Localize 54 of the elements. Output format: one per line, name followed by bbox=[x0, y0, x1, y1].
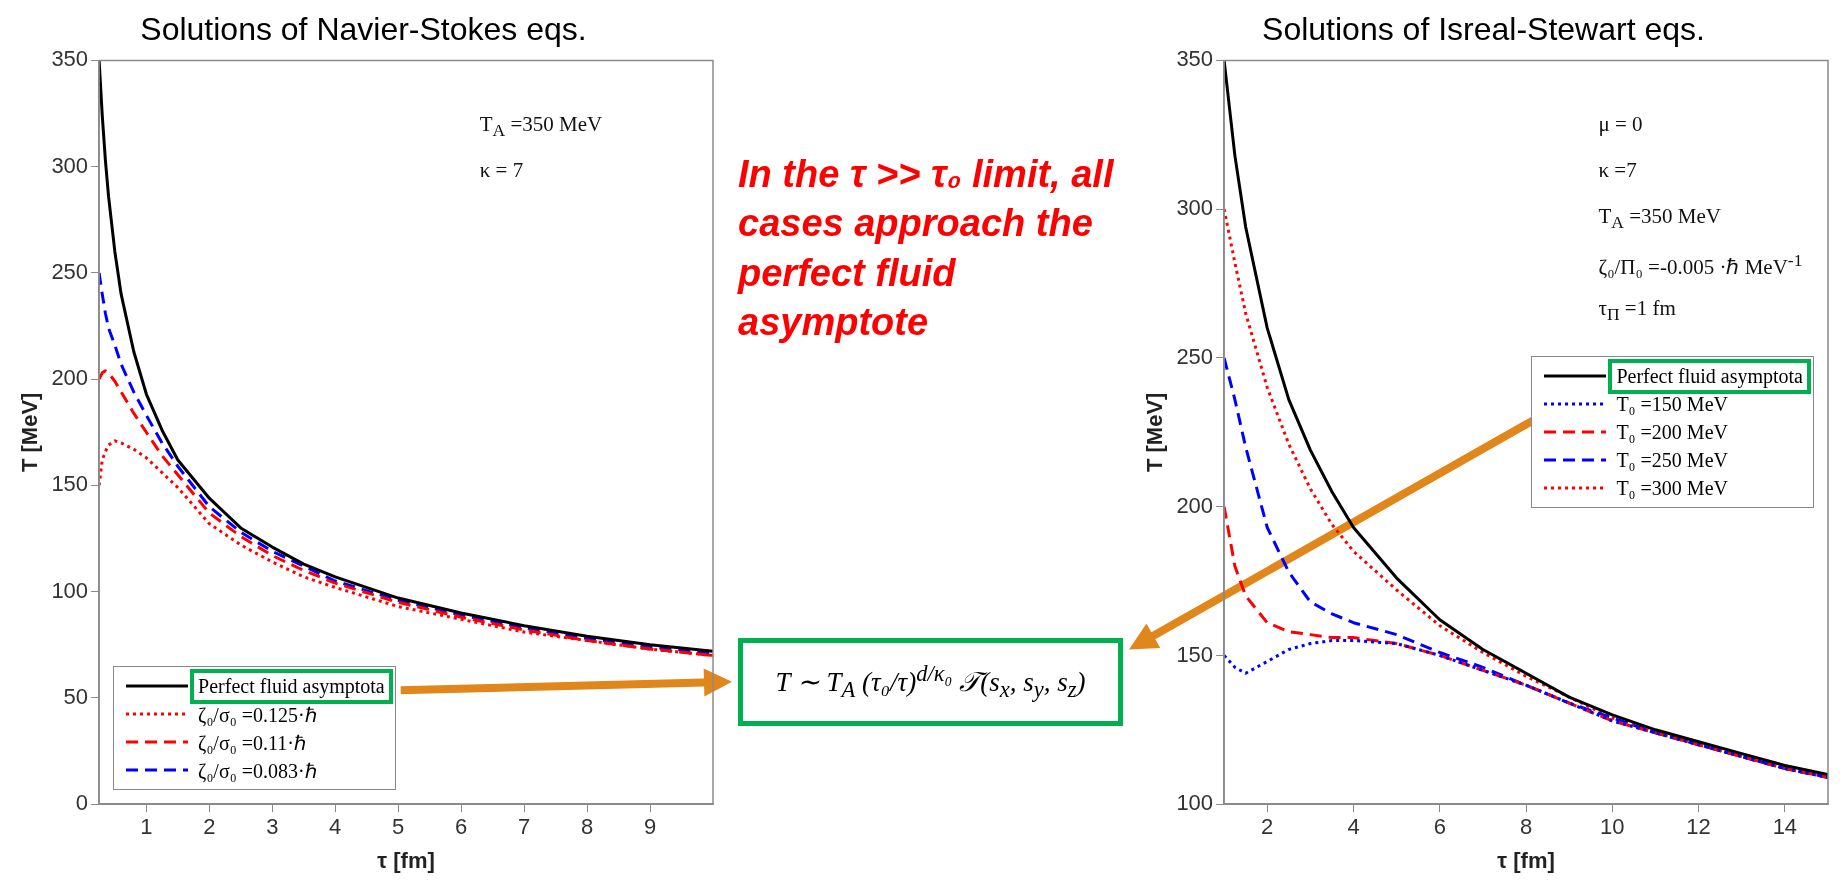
annotation: κ = 7 bbox=[479, 158, 524, 184]
x-tick-label: 14 bbox=[1772, 814, 1798, 840]
x-tick-label: 5 bbox=[392, 814, 405, 840]
annotation: τ$_{Π}$ =1 fm bbox=[1598, 296, 1676, 326]
y-tick-label: 250 bbox=[51, 258, 89, 284]
chart-title: Solutions of Navier-Stokes eqs. bbox=[140, 11, 587, 48]
chart-title: Solutions of Isreal-Stewart eqs. bbox=[1262, 11, 1705, 48]
y-tick-label: 100 bbox=[1176, 790, 1214, 816]
y-tick-label: 350 bbox=[1176, 46, 1214, 72]
y-tick-label: 0 bbox=[75, 790, 89, 816]
legend-label: T₀ =200 MeV bbox=[1616, 420, 1728, 443]
legend-label: ζ₀/σ₀ =0.125·ℏ bbox=[198, 703, 317, 726]
legend-label: T₀ =250 MeV bbox=[1616, 448, 1728, 471]
x-tick-label: 8 bbox=[580, 814, 594, 840]
text: T ∼ T$_{A}$ (τ₀/τ)$^{d/κ₀}$ 𝒯(s$_{x}$, s$_{y}$, s$_{z}$) bbox=[775, 660, 1086, 702]
x-tick-label: 7 bbox=[517, 814, 531, 840]
x-tick-label: 4 bbox=[329, 814, 342, 840]
x-axis-title: τ [fm] bbox=[1497, 847, 1555, 873]
legend-label: T₀ =300 MeV bbox=[1616, 476, 1728, 499]
y-tick-label: 350 bbox=[51, 46, 89, 72]
annotation: ζ₀/Π₀ =-0.005 ·ℏ MeV$^{-1}$ bbox=[1598, 250, 1803, 281]
y-tick-label: 300 bbox=[51, 152, 89, 178]
x-tick-label: 12 bbox=[1686, 814, 1711, 840]
annotation: μ = 0 bbox=[1598, 112, 1643, 138]
legend-label: ζ₀/σ₀ =0.11·ℏ bbox=[198, 731, 306, 754]
y-tick-label: 200 bbox=[1176, 492, 1214, 518]
x-tick-label: 8 bbox=[1519, 814, 1533, 840]
x-tick-label: 10 bbox=[1600, 814, 1625, 840]
x-tick-label: 6 bbox=[455, 814, 468, 840]
x-axis-title: τ [fm] bbox=[377, 847, 435, 873]
legend-label: Perfect fluid asymptota bbox=[198, 674, 385, 697]
x-tick-label: 2 bbox=[203, 814, 216, 840]
y-tick-label: 150 bbox=[1176, 641, 1214, 667]
y-tick-label: 150 bbox=[51, 471, 89, 497]
y-tick-label: 300 bbox=[1176, 195, 1214, 221]
x-tick-label: 4 bbox=[1347, 814, 1360, 840]
x-tick-label: 2 bbox=[1261, 814, 1274, 840]
y-axis-title: T [MeV] bbox=[1142, 392, 1168, 473]
text: In the τ >> τ₀ limit, all cases approach the perfect fluid asymptote bbox=[738, 152, 1115, 346]
annotation: T$_{A}$ =350 MeV bbox=[479, 112, 603, 142]
y-tick-label: 250 bbox=[1176, 343, 1214, 369]
annotation: T$_{A}$ =350 MeV bbox=[1598, 204, 1721, 234]
y-axis-title: T [MeV] bbox=[17, 392, 43, 473]
x-tick-label: 9 bbox=[643, 814, 657, 840]
legend-label: ζ₀/σ₀ =0.083·ℏ bbox=[198, 759, 317, 782]
legend-label: Perfect fluid asymptota bbox=[1616, 364, 1803, 387]
y-tick-label: 200 bbox=[51, 365, 89, 391]
y-tick-label: 100 bbox=[51, 577, 89, 603]
x-tick-label: 1 bbox=[140, 814, 153, 840]
x-tick-label: 3 bbox=[266, 814, 279, 840]
annotation: κ =7 bbox=[1598, 158, 1637, 184]
x-tick-label: 6 bbox=[1433, 814, 1446, 840]
y-tick-label: 50 bbox=[63, 684, 89, 710]
legend-label: T₀ =150 MeV bbox=[1616, 392, 1728, 415]
